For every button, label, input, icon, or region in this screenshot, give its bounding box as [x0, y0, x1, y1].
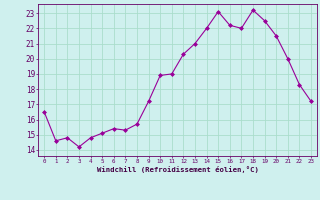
X-axis label: Windchill (Refroidissement éolien,°C): Windchill (Refroidissement éolien,°C): [97, 166, 259, 173]
